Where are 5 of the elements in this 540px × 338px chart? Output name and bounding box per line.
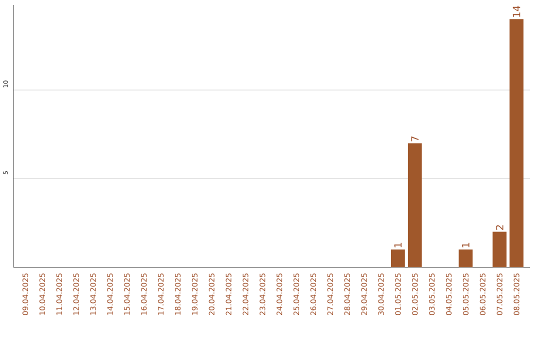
data-label: 1 <box>394 243 402 248</box>
data-label: 1 <box>462 243 470 248</box>
data-label: 14 <box>512 6 520 17</box>
data-label: 2 <box>496 225 504 230</box>
data-label: 7 <box>411 136 419 142</box>
